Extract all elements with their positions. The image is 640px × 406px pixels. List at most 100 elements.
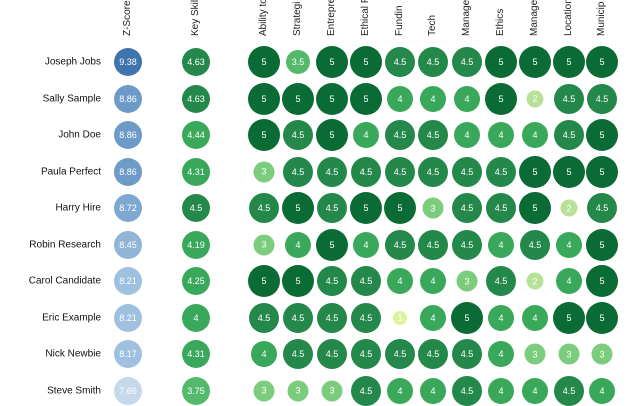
keyskill-circle: 4.25	[182, 267, 210, 295]
score-circle: 3	[253, 380, 275, 401]
score-circle: 5	[248, 265, 280, 297]
score-circle: 4	[488, 341, 514, 367]
zscore-circle: 8.21	[114, 303, 142, 332]
column-header: Key Skill	[190, 0, 201, 36]
score-circle: 4	[387, 85, 413, 112]
score-circle: 4.5	[385, 156, 415, 187]
score-circle: 2	[526, 272, 544, 290]
column-header: Location	[563, 0, 574, 36]
score-circle: 4.5	[317, 302, 347, 333]
score-circle: 5	[586, 46, 618, 78]
score-circle: 4.5	[385, 229, 415, 260]
score-circle: 5	[282, 82, 314, 115]
column-header: Ability to	[258, 0, 269, 36]
score-circle: 5	[553, 46, 585, 78]
score-circle: 4.5	[351, 339, 381, 369]
score-circle: 3	[558, 343, 580, 365]
score-circle: 4	[420, 85, 446, 112]
score-circle: 3	[321, 380, 343, 401]
score-circle: 4.5	[520, 229, 550, 260]
zscore-circle: 9.38	[114, 48, 142, 76]
score-circle: 5	[316, 228, 348, 261]
score-circle: 5	[586, 119, 618, 151]
score-circle: 4	[285, 231, 311, 258]
score-circle: 5	[553, 301, 585, 334]
score-circle: 2	[560, 199, 578, 217]
score-circle: 5	[586, 265, 618, 297]
score-circle: 5	[316, 82, 348, 115]
score-circle: 4.5	[418, 47, 448, 77]
zscore-circle: 8.72	[114, 194, 142, 222]
row-name: Carol Candidate	[28, 275, 101, 287]
score-circle: 4.5	[249, 193, 279, 223]
row-name: Sally Sample	[42, 93, 101, 104]
score-circle: 4.5	[486, 193, 516, 223]
score-circle: 3	[287, 380, 309, 401]
score-circle: 5	[282, 265, 314, 297]
zscore-circle: 8.86	[114, 157, 142, 186]
score-circle: 4.5	[283, 156, 313, 187]
score-circle: 4.5	[418, 156, 448, 187]
score-circle: 5	[586, 301, 618, 334]
score-circle: 4.5	[283, 120, 313, 150]
score-circle: 4.5	[418, 120, 448, 150]
score-circle: 5	[350, 192, 382, 224]
row-name: Nick Newbie	[45, 348, 101, 360]
score-circle: 5	[350, 46, 382, 78]
score-circle: 5	[586, 155, 618, 188]
score-circle: 3.5	[286, 50, 310, 74]
score-circle: 4	[522, 122, 548, 148]
score-circle: 4.5	[452, 47, 482, 77]
score-circle: 5	[485, 46, 517, 78]
row-name: Eric Example	[42, 312, 101, 323]
score-circle: 4	[522, 377, 548, 404]
score-circle: 4.5	[317, 156, 347, 187]
score-circle: 4	[488, 231, 514, 258]
score-circle: 4	[488, 122, 514, 148]
score-circle: 5	[350, 82, 382, 115]
score-circle: 4	[488, 377, 514, 404]
score-circle: 3	[253, 234, 275, 255]
row-name: Paula Perfect	[40, 166, 101, 177]
score-circle: 4.5	[554, 83, 584, 114]
keyskill-circle: 4.19	[182, 230, 210, 259]
score-circle: 4	[420, 268, 446, 294]
score-circle: 4.5	[283, 302, 313, 333]
score-circle: 4.5	[317, 339, 347, 369]
score-circle: 4.5	[452, 156, 482, 187]
column-header: Fundin	[394, 5, 405, 36]
score-circle: 4	[454, 122, 480, 148]
zscore-circle: 8.17	[114, 340, 142, 368]
score-circle: 4.5	[452, 375, 482, 406]
score-circle: 4.5	[587, 83, 617, 114]
row-name: Steve Smith	[47, 385, 101, 396]
score-circle: 4	[387, 377, 413, 404]
score-circle: 4	[353, 122, 379, 148]
score-circle: 4.5	[554, 375, 584, 406]
score-circle: 5	[451, 301, 483, 334]
zscore-circle: 8.86	[114, 84, 142, 113]
score-circle: 3	[456, 270, 478, 292]
column-header: Strategi	[292, 1, 303, 36]
score-circle: 4.5	[418, 229, 448, 260]
score-circle: 4.5	[351, 266, 381, 296]
row-name: John Doe	[58, 129, 101, 141]
keyskill-circle: 4	[182, 303, 210, 332]
score-circle: 4	[251, 341, 277, 367]
keyskill-circle: 4.63	[182, 84, 210, 113]
score-circle: 4.5	[452, 229, 482, 260]
score-circle: 2	[526, 90, 544, 107]
score-circle: 4	[387, 268, 413, 294]
score-circle: 4.5	[317, 193, 347, 223]
score-circle: 5	[316, 119, 348, 151]
score-circle: 4.5	[283, 339, 313, 369]
score-circle: 4	[589, 377, 615, 404]
score-circle: 5	[248, 82, 280, 115]
score-circle: 4.5	[249, 302, 279, 333]
score-circle: 3	[253, 161, 275, 182]
score-circle: 5	[519, 155, 551, 188]
score-circle: 4	[420, 304, 446, 331]
zscore-circle: 8.21	[114, 267, 142, 295]
column-header: Z-Score	[122, 0, 133, 36]
